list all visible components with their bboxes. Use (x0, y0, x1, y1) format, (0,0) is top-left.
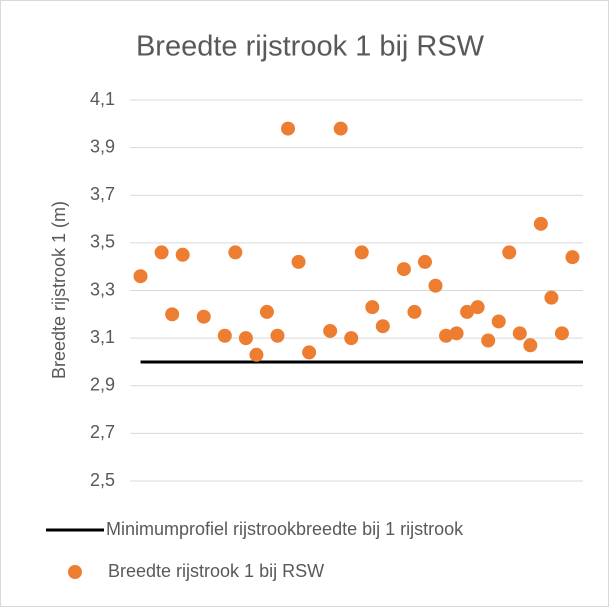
scatter-point (302, 345, 317, 360)
scatter-point (365, 300, 380, 315)
legend-label: Breedte rijstrook 1 bij RSW (108, 561, 324, 581)
scatter-point (281, 121, 296, 136)
scatter-point (175, 247, 190, 262)
y-tick-label: 3,7 (90, 184, 115, 204)
legend-label: Minimumprofiel rijstrookbreedte bij 1 ri… (106, 519, 464, 539)
scatter-point (165, 307, 180, 322)
scatter-point (428, 278, 443, 293)
y-tick-label: 3,9 (90, 136, 115, 156)
scatter-point (439, 328, 454, 343)
scatter-point (217, 328, 232, 343)
y-tick-label: 3,5 (90, 232, 115, 252)
y-tick-label: 2,7 (90, 422, 115, 442)
scatter-point (344, 331, 359, 346)
scatter-point (396, 262, 411, 277)
scatter-point (249, 347, 264, 362)
scatter-point (460, 304, 475, 319)
scatter-point (417, 254, 432, 269)
scatter-point (470, 300, 485, 315)
scatter-point (449, 326, 464, 341)
scatter-point (238, 331, 253, 346)
y-tick-label: 4,1 (90, 89, 115, 109)
scatter-point (333, 121, 348, 136)
scatter-point (533, 216, 548, 231)
scatter-point (323, 323, 338, 338)
scatter-point (565, 250, 580, 265)
scatter-point (375, 319, 390, 334)
scatter-point (502, 245, 517, 260)
scatter-point (554, 326, 569, 341)
legend-swatch (68, 565, 82, 579)
scatter-point (196, 309, 211, 324)
chart-title: Breedte rijstrook 1 bij RSW (136, 31, 485, 63)
scatter-point (523, 338, 538, 353)
scatter-point (491, 314, 506, 329)
scatter-point (544, 290, 559, 305)
scatter-point (481, 333, 496, 348)
scatter-point (154, 245, 169, 260)
y-tick-label: 2,9 (90, 375, 115, 395)
y-tick-label: 3,1 (90, 327, 115, 347)
scatter-point (407, 304, 422, 319)
y-tick-label: 2,5 (90, 470, 115, 490)
scatter-point (259, 304, 274, 319)
scatter-point (133, 269, 148, 284)
y-axis-label: Breedte rijstrook 1 (m) (49, 201, 69, 379)
scatter-point (270, 328, 285, 343)
scatter-point (228, 245, 243, 260)
scatter-point (512, 326, 527, 341)
y-tick-label: 3,3 (90, 279, 115, 299)
scatter-point (291, 254, 306, 269)
scatter-point (354, 245, 369, 260)
